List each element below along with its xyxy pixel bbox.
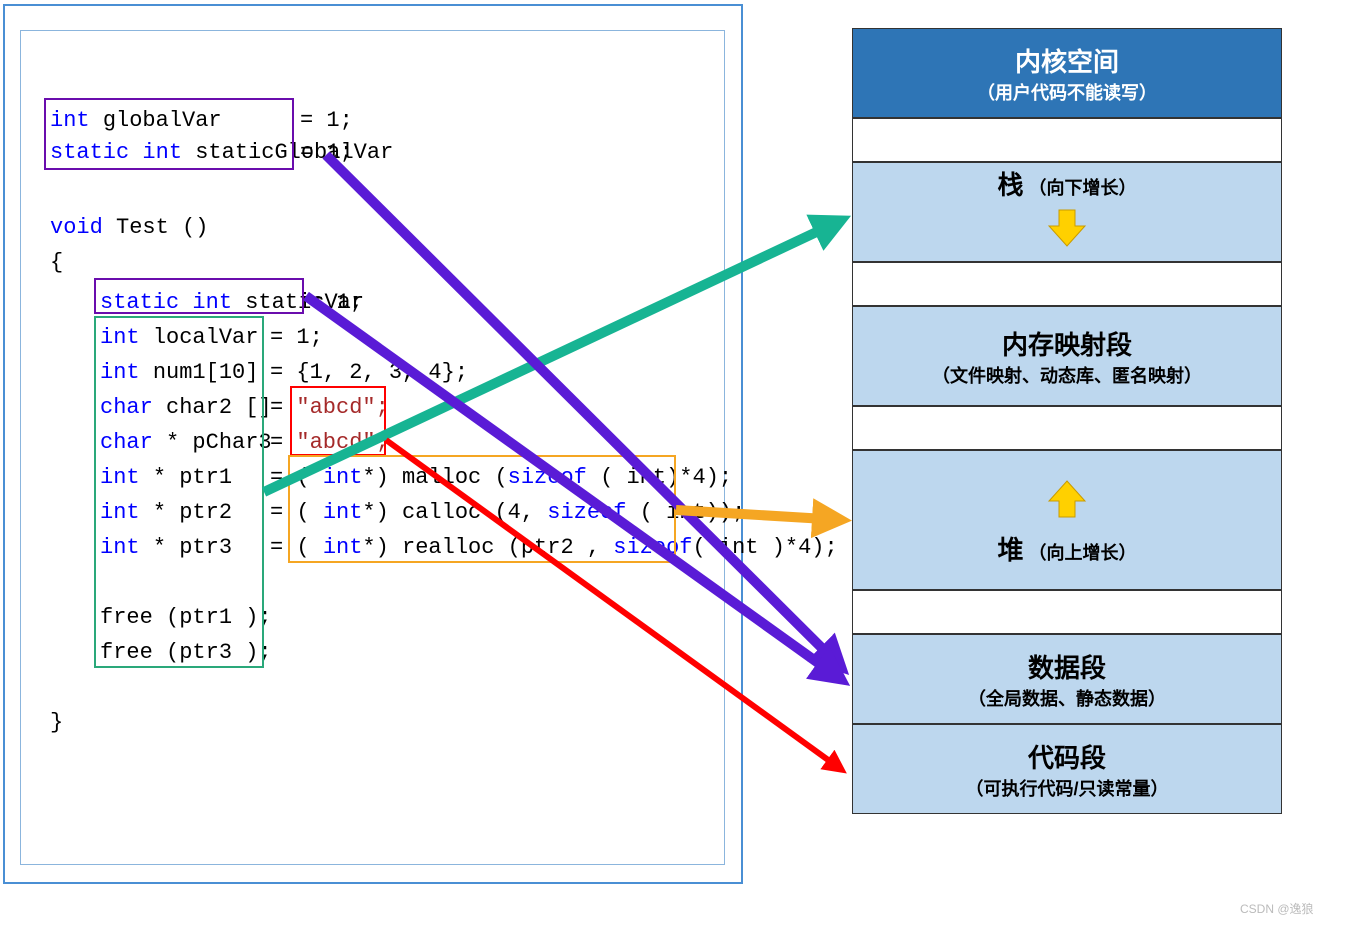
watermark: CSDN @逸狼 xyxy=(1240,900,1314,917)
arrow-down-icon xyxy=(1045,206,1089,255)
mem-row-heap: 堆 （向上增长） xyxy=(852,450,1282,590)
code-line-3: void Test () xyxy=(50,215,208,240)
box-abcd xyxy=(290,386,386,456)
mem-sub-code: （可执行代码/只读常量） xyxy=(966,775,1169,801)
box-staticvar xyxy=(94,278,304,314)
mem-title-mmap: 内存映射段 xyxy=(1002,325,1132,362)
code-line-15: } xyxy=(50,710,63,735)
code-line-4: { xyxy=(50,250,63,275)
mem-title-code: 代码段 xyxy=(1028,738,1106,775)
code-line-6b: = 1; xyxy=(270,325,323,350)
mem-title-data: 数据段 xyxy=(1028,648,1106,685)
mem-row-gap4 xyxy=(852,590,1282,634)
mem-title-heap: 堆 （向上增长） xyxy=(997,530,1136,567)
mem-row-data: 数据段（全局数据、静态数据） xyxy=(852,634,1282,724)
mem-title-stack: 栈 （向下增长） xyxy=(997,165,1136,202)
mem-row-gap3 xyxy=(852,406,1282,450)
code-line-1b: = 1; xyxy=(300,108,353,133)
code-line-7b: = {1, 2, 3, 4}; xyxy=(270,360,468,385)
mem-row-code: 代码段（可执行代码/只读常量） xyxy=(852,724,1282,814)
mem-sub-kernel: （用户代码不能读写） xyxy=(977,79,1157,105)
mem-row-gap2 xyxy=(852,262,1282,306)
mem-sub-data: （全局数据、静态数据） xyxy=(968,685,1166,711)
box-mallocs xyxy=(288,455,676,563)
code-line-2b: = 1; xyxy=(300,140,353,165)
arrow-up-icon xyxy=(1045,477,1089,526)
mem-row-kernel: 内核空间（用户代码不能读写） xyxy=(852,28,1282,118)
mem-title-kernel: 内核空间 xyxy=(1015,42,1119,79)
mem-sub-mmap: （文件映射、动态库、匿名映射） xyxy=(932,362,1202,388)
code-line-5b: = 1; xyxy=(310,290,363,315)
mem-row-gap1 xyxy=(852,118,1282,162)
box-locals xyxy=(94,316,264,668)
mem-row-stack: 栈 （向下增长） xyxy=(852,162,1282,262)
mem-row-mmap: 内存映射段（文件映射、动态库、匿名映射） xyxy=(852,306,1282,406)
box-globals xyxy=(44,98,294,170)
